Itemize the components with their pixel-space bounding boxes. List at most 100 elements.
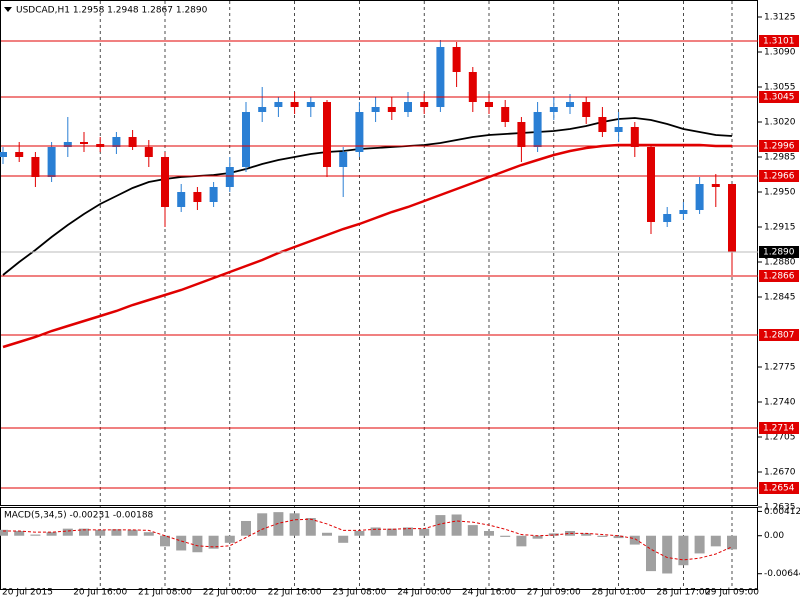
y-tick-label: 1.2985 (764, 153, 796, 163)
candle-body (485, 102, 493, 107)
histogram-bar (241, 520, 251, 536)
macd-title: MACD(5,34,5) -0.00231 -0.00188 (4, 511, 154, 521)
histogram-bar (710, 535, 721, 547)
histogram-bar (419, 528, 430, 536)
candle-body (323, 102, 331, 167)
level-label-box (759, 140, 799, 152)
x-tick-label: 23 Jul 08:00 (332, 588, 386, 598)
x-tick-label: 24 Jul 00:00 (397, 588, 451, 598)
y-tick-label: 1.2705 (764, 433, 796, 443)
candle-body (112, 137, 121, 147)
histogram-bar (516, 535, 527, 547)
candle-body (306, 102, 315, 107)
histogram-bar (467, 525, 478, 536)
x-tick-label: 24 Jul 16:00 (462, 588, 516, 598)
x-tick-label: 21 Jul 08:00 (138, 588, 192, 598)
x-tick-label: 20 Jul 2015 (2, 588, 53, 598)
macd-frame (0, 507, 758, 590)
moving-average (2, 143, 732, 349)
candle-body (663, 214, 672, 222)
histogram-bar (62, 528, 73, 536)
histogram-bar (678, 535, 689, 566)
level-label: 1.3101 (763, 37, 795, 47)
candle-body (452, 47, 461, 72)
candle-body (63, 142, 72, 147)
y-tick-label: 1.2915 (764, 223, 796, 233)
y-tick-label: 0.00412 (764, 507, 800, 517)
histogram-bar (14, 531, 25, 536)
candle-body (80, 142, 88, 144)
candle-body (258, 107, 267, 112)
histogram-bar (305, 518, 316, 536)
histogram-bar (338, 535, 349, 543)
level-label: 1.2996 (763, 142, 795, 152)
candle-body (339, 152, 348, 167)
y-tick-label: -0.00644 (764, 569, 800, 579)
chart-title: USDCAD,H1 1.2958 1.2948 1.2867 1.2890 (16, 6, 208, 16)
histogram-bar (629, 535, 640, 545)
histogram-bar (46, 532, 57, 536)
histogram-bar (143, 532, 154, 536)
level-label-box (759, 422, 799, 434)
histogram-bar (613, 535, 624, 539)
histogram-bar (386, 528, 397, 536)
histogram-bar (435, 515, 446, 536)
level-label-box (759, 246, 799, 258)
level-label: 1.2807 (763, 331, 795, 341)
y-tick-label: 1.2880 (764, 258, 796, 268)
candle-body (144, 147, 153, 157)
histogram-bar (403, 527, 413, 536)
x-tick-label: 29 Jul 09:00 (705, 588, 759, 598)
histogram-bar (646, 535, 656, 572)
candle-body (355, 112, 364, 152)
y-tick-label: 1.2775 (764, 363, 796, 373)
y-tick-label: 1.2845 (764, 293, 796, 303)
y-tick-label: 1.3125 (764, 13, 796, 23)
level-label: 1.2890 (763, 248, 795, 258)
y-tick-label: 1.3055 (764, 83, 796, 93)
candle-body (549, 107, 558, 112)
x-tick-label: 22 Jul 16:00 (268, 588, 322, 598)
x-tick-label: 22 Jul 00:00 (203, 588, 257, 598)
histogram-bar (79, 528, 89, 536)
main-frame (0, 0, 758, 506)
candle-body (15, 152, 24, 157)
histogram-bar (532, 535, 543, 539)
level-label: 1.2714 (763, 424, 795, 434)
y-tick-label: 1.2670 (764, 468, 796, 478)
histogram-bar (565, 531, 575, 536)
y-tick-label: 0.00 (764, 531, 784, 541)
candle-body (290, 102, 299, 107)
histogram-bar (548, 533, 559, 536)
candle-body (614, 127, 623, 132)
histogram-bar (354, 531, 365, 536)
candle-body (533, 112, 542, 147)
histogram-bar (451, 514, 462, 536)
candle-body (209, 187, 218, 202)
histogram-bar (176, 535, 187, 551)
histogram-bar (597, 535, 608, 537)
level-label-box (759, 482, 799, 494)
candle-body (436, 47, 445, 107)
candle-body (711, 184, 720, 187)
level-label: 1.2966 (763, 172, 795, 182)
x-tick-label: 28 Jul 17:00 (656, 588, 710, 598)
candle-body (0, 152, 7, 157)
moving-average (2, 117, 733, 276)
menu-arrow[interactable] (4, 7, 12, 12)
candle-body (598, 117, 607, 132)
candle-body (47, 147, 56, 177)
candle-body (193, 192, 202, 202)
level-label-box (759, 170, 799, 182)
level-label-box (759, 270, 799, 282)
histogram-bar (322, 532, 332, 536)
histogram-bar (500, 535, 511, 537)
histogram-bar (257, 513, 268, 536)
candle-body (647, 147, 655, 222)
level-label-box (759, 91, 799, 103)
candle-body (242, 112, 250, 167)
candle-body (31, 157, 40, 177)
candle-body (630, 127, 639, 147)
